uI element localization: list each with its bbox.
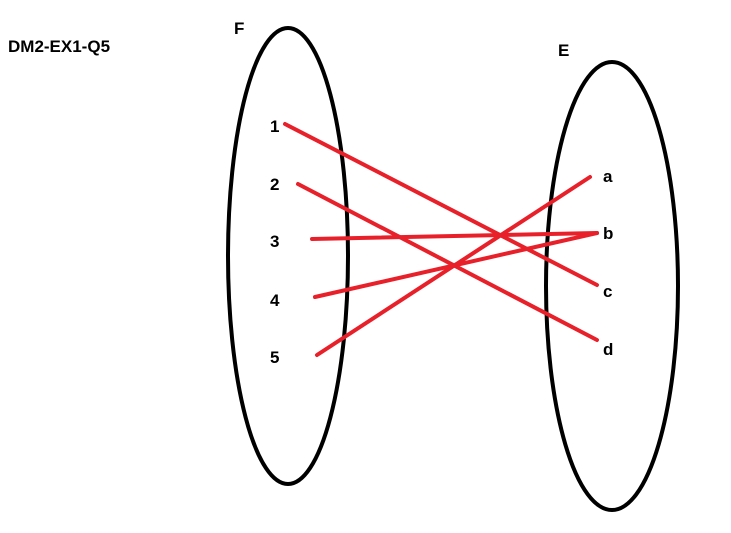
mapping-line-1-c — [283, 122, 599, 287]
element-a: a — [603, 167, 613, 186]
mapping-line-2-d — [296, 182, 599, 342]
element-b: b — [603, 224, 613, 243]
element-4: 4 — [270, 291, 280, 310]
mapping-lines — [283, 122, 599, 357]
element-2: 2 — [270, 175, 279, 194]
set-f-ellipse — [226, 26, 350, 486]
mapping-line-3-b — [310, 231, 599, 241]
mapping-line-5-a — [315, 175, 592, 357]
element-5: 5 — [270, 348, 279, 367]
element-d: d — [603, 340, 613, 359]
set-f-label: F — [234, 19, 244, 38]
element-1: 1 — [270, 117, 279, 136]
element-c: c — [603, 282, 612, 301]
set-e-ellipse — [544, 60, 680, 512]
element-3: 3 — [270, 232, 279, 251]
set-e-label: E — [558, 41, 569, 60]
diagram-title: DM2-EX1-Q5 — [8, 37, 110, 56]
